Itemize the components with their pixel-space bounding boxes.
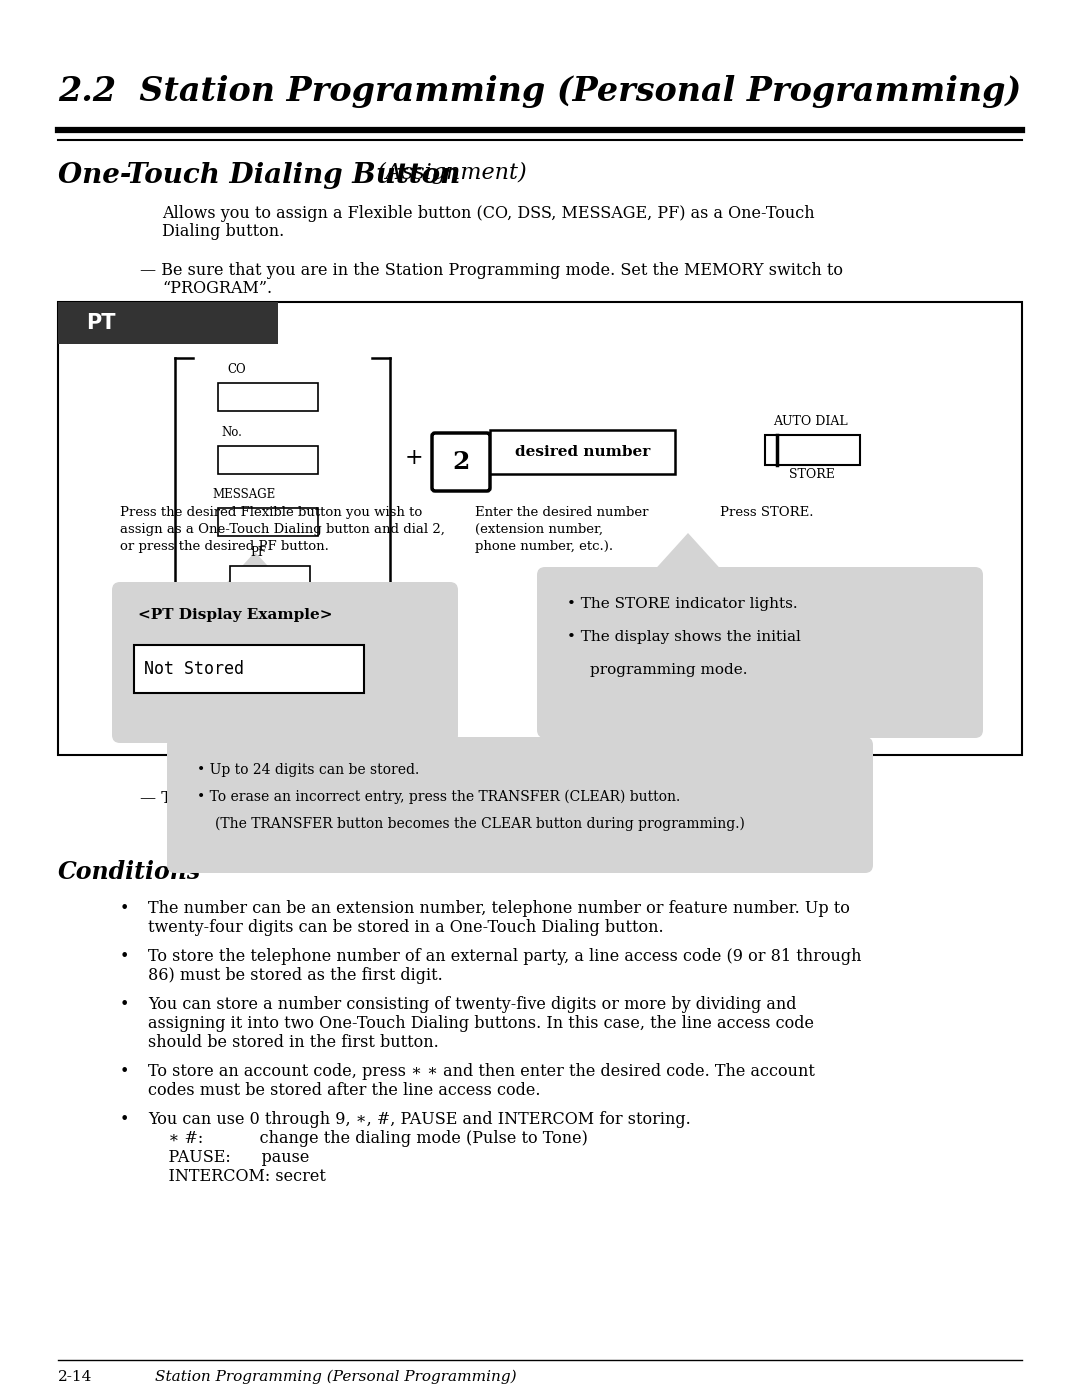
Text: should be stored in the first button.: should be stored in the first button. [148, 1034, 438, 1051]
Text: ∗ #:           change the dialing mode (Pulse to Tone): ∗ #: change the dialing mode (Pulse to T… [148, 1130, 588, 1147]
Text: programming mode.: programming mode. [590, 664, 747, 678]
Text: • To erase an incorrect entry, press the TRANSFER (CLEAR) button.: • To erase an incorrect entry, press the… [197, 789, 680, 805]
Bar [218, 446, 318, 474]
Text: CO: CO [227, 363, 245, 376]
Text: assign as a One-Touch Dialing button and dial 2,: assign as a One-Touch Dialing button and… [120, 522, 445, 536]
FancyBboxPatch shape [112, 583, 458, 743]
Polygon shape [650, 534, 726, 576]
Text: (The TRANSFER button becomes the CLEAR button during programming.): (The TRANSFER button becomes the CLEAR b… [215, 817, 745, 831]
FancyBboxPatch shape [432, 433, 490, 490]
Text: “PROGRAM”.: “PROGRAM”. [162, 279, 272, 298]
Text: twenty-four digits can be stored in a One-Touch Dialing button.: twenty-four digits can be stored in a On… [148, 919, 663, 936]
Text: •: • [120, 949, 130, 965]
Text: To store the telephone number of an external party, a line access code (9 or 81 : To store the telephone number of an exte… [148, 949, 862, 965]
Text: INTERCOM: secret: INTERCOM: secret [148, 1168, 326, 1185]
Text: To store an account code, press ∗ ∗ and then enter the desired code. The account: To store an account code, press ∗ ∗ and … [148, 1063, 815, 1080]
Text: •: • [120, 1063, 130, 1080]
Bar [490, 430, 675, 474]
Text: Press STORE.: Press STORE. [720, 506, 813, 520]
Text: •: • [120, 996, 130, 1013]
Text: No.: No. [221, 426, 242, 439]
Text: (Assignment): (Assignment) [370, 162, 527, 184]
Text: •: • [120, 1111, 130, 1127]
Text: phone number, etc.).: phone number, etc.). [475, 541, 613, 553]
Text: 2: 2 [453, 450, 470, 474]
Text: desired number: desired number [515, 446, 650, 460]
Text: — Be sure that you are in the Station Programming mode. Set the MEMORY switch to: — Be sure that you are in the Station Pr… [140, 263, 843, 279]
Text: Not Stored: Not Stored [144, 659, 244, 678]
Text: +: + [405, 447, 423, 469]
Text: AUTO DIAL: AUTO DIAL [772, 415, 848, 427]
Text: 2.2  Station Programming (Personal Programming): 2.2 Station Programming (Personal Progra… [58, 75, 1022, 108]
Text: Allows you to assign a Flexible button (CO, DSS, MESSAGE, PF) as a One-Touch: Allows you to assign a Flexible button (… [162, 205, 814, 222]
Bar [218, 383, 318, 411]
FancyBboxPatch shape [537, 567, 983, 738]
Bar [230, 566, 310, 588]
Text: STORE: STORE [789, 468, 835, 481]
Text: •: • [120, 900, 130, 916]
Text: (extension number,: (extension number, [475, 522, 603, 536]
Text: • The display shows the initial: • The display shows the initial [567, 630, 801, 644]
FancyBboxPatch shape [167, 738, 873, 873]
Text: Press the desired Flexible button you wish to: Press the desired Flexible button you wi… [120, 506, 422, 520]
Text: codes must be stored after the line access code.: codes must be stored after the line acce… [148, 1083, 540, 1099]
Text: assigning it into two One-Touch Dialing buttons. In this case, the line access c: assigning it into two One-Touch Dialing … [148, 1016, 814, 1032]
Bar [134, 645, 364, 693]
Bar [58, 302, 1022, 754]
Bar [218, 509, 318, 536]
Text: Station Programming (Personal Programming): Station Programming (Personal Programmin… [156, 1370, 516, 1384]
Text: PT: PT [86, 313, 116, 332]
Text: One-Touch Dialing Button: One-Touch Dialing Button [58, 162, 460, 189]
Text: Dialing button.: Dialing button. [162, 224, 284, 240]
Text: PF: PF [249, 546, 266, 559]
Polygon shape [220, 552, 291, 590]
Text: or press the desired PF button.: or press the desired PF button. [120, 541, 329, 553]
Text: 86) must be stored as the first digit.: 86) must be stored as the first digit. [148, 967, 443, 983]
Text: • Up to 24 digits can be stored.: • Up to 24 digits can be stored. [197, 763, 419, 777]
Bar [58, 302, 278, 344]
Bar [765, 434, 860, 465]
Text: You can use 0 through 9, ∗, #, PAUSE and INTERCOM for storing.: You can use 0 through 9, ∗, #, PAUSE and… [148, 1111, 691, 1127]
Text: Conditions: Conditions [58, 861, 201, 884]
Text: Enter the desired number: Enter the desired number [475, 506, 648, 520]
Text: You can store a number consisting of twenty-five digits or more by dividing and: You can store a number consisting of twe… [148, 996, 797, 1013]
Text: The number can be an extension number, telephone number or feature number. Up to: The number can be an extension number, t… [148, 900, 850, 916]
Text: PAUSE:      pause: PAUSE: pause [148, 1148, 309, 1166]
Text: • The STORE indicator lights.: • The STORE indicator lights. [567, 597, 798, 610]
Text: 2-14: 2-14 [58, 1370, 93, 1384]
Text: MESSAGE: MESSAGE [212, 488, 275, 502]
Text: <PT Display Example>: <PT Display Example> [138, 608, 333, 622]
Text: — To exit the Station Programming mode, set the MEMORY switch to “SET”: — To exit the Station Programming mode, … [140, 789, 762, 807]
